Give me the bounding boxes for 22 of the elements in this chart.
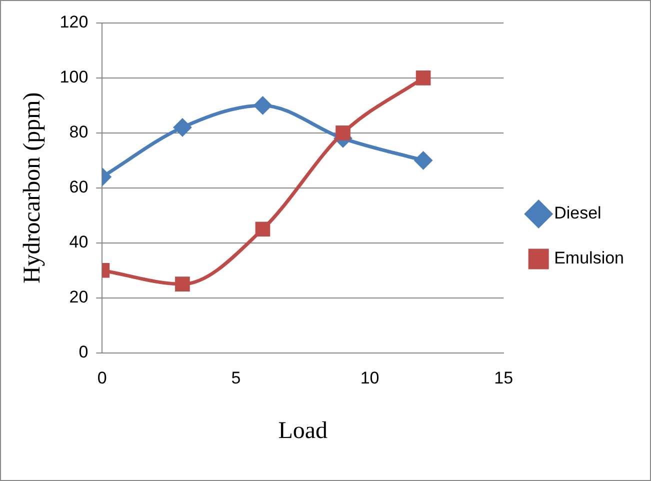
x-tick-label: 10 — [360, 368, 380, 388]
y-tick-label: 120 — [60, 12, 88, 32]
y-tick-label: 60 — [69, 178, 88, 197]
point — [175, 276, 190, 292]
legend-label: Diesel — [554, 204, 602, 223]
point — [336, 126, 350, 140]
y-tick-label: 0 — [78, 342, 88, 362]
y-tick-label: 40 — [69, 232, 88, 252]
y-tick-label: 100 — [60, 68, 88, 87]
point — [174, 118, 192, 136]
x-tick-label: 0 — [97, 368, 107, 388]
point — [416, 70, 431, 86]
y-tick-label: 20 — [69, 288, 88, 307]
legend-label: Emulsion — [554, 248, 624, 268]
x-tick-label: 15 — [494, 368, 514, 388]
point — [254, 96, 272, 114]
x-tick-label: 5 — [231, 368, 241, 388]
point — [414, 152, 432, 170]
x-axis-title: Load — [278, 418, 328, 444]
point — [255, 222, 270, 237]
y-tick-label: 80 — [69, 122, 88, 142]
y-axis-title: Hydrocarbon (ppm) — [20, 92, 46, 284]
